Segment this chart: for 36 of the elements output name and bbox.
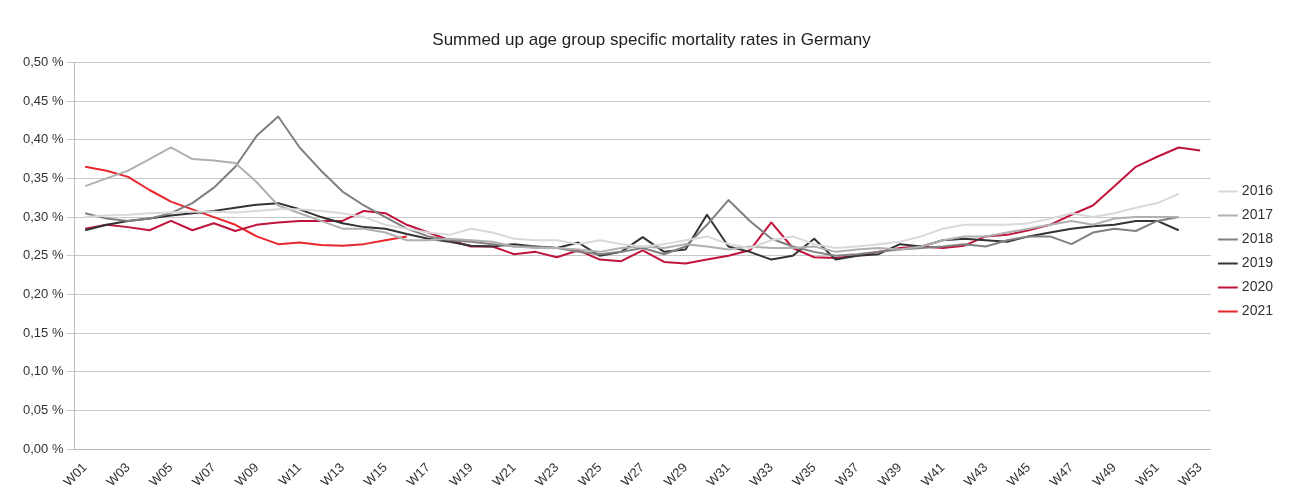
legend-label: 2021 (1241, 302, 1274, 319)
x-tick-label: W19 (446, 459, 476, 490)
x-tick-label: W43 (960, 459, 991, 490)
y-tick-label: 0,45 % (22, 92, 64, 108)
y-tick-label: 0,30 % (22, 208, 64, 224)
x-tick-label: W39 (875, 459, 905, 490)
x-tick-label: W31 (703, 459, 734, 490)
x-tick-label: W51 (1132, 459, 1162, 490)
y-tick-label: 0,50 % (22, 53, 64, 69)
x-tick-label: W23 (532, 459, 562, 490)
legend-label: 2017 (1241, 206, 1274, 223)
y-tick-label: 0,20 % (22, 285, 64, 301)
x-tick-label: W11 (275, 459, 305, 489)
y-tick-label: 0,25 % (22, 247, 64, 263)
legend-label: 2018 (1241, 230, 1274, 247)
y-tick-label: 0,00 % (22, 440, 64, 456)
x-tick-label: W03 (103, 459, 133, 490)
x-tick-label: W49 (1089, 459, 1120, 490)
legend-label: 2019 (1241, 254, 1274, 271)
x-tick-label: W01 (60, 459, 90, 490)
x-tick-label: W45 (1003, 459, 1034, 490)
x-tick-label: W09 (231, 459, 262, 490)
y-tick-label: 0,15 % (22, 324, 64, 340)
x-tick-label: W29 (660, 459, 691, 490)
chart-title: Summed up age group specific mortality rates in Germany (432, 29, 872, 49)
x-tick-label: W21 (489, 459, 519, 490)
x-tick-label: W53 (1175, 459, 1205, 490)
x-tick-label: W13 (317, 459, 348, 490)
legend-label: 2016 (1241, 182, 1274, 199)
y-tick-label: 0,35 % (22, 169, 64, 185)
legend-label: 2020 (1241, 278, 1274, 295)
y-tick-label: 0,10 % (22, 363, 64, 379)
y-tick-label: 0,05 % (22, 401, 64, 417)
x-tick-label: W33 (746, 459, 776, 490)
y-tick-label: 0,40 % (22, 131, 64, 147)
x-tick-label: W41 (917, 459, 948, 490)
